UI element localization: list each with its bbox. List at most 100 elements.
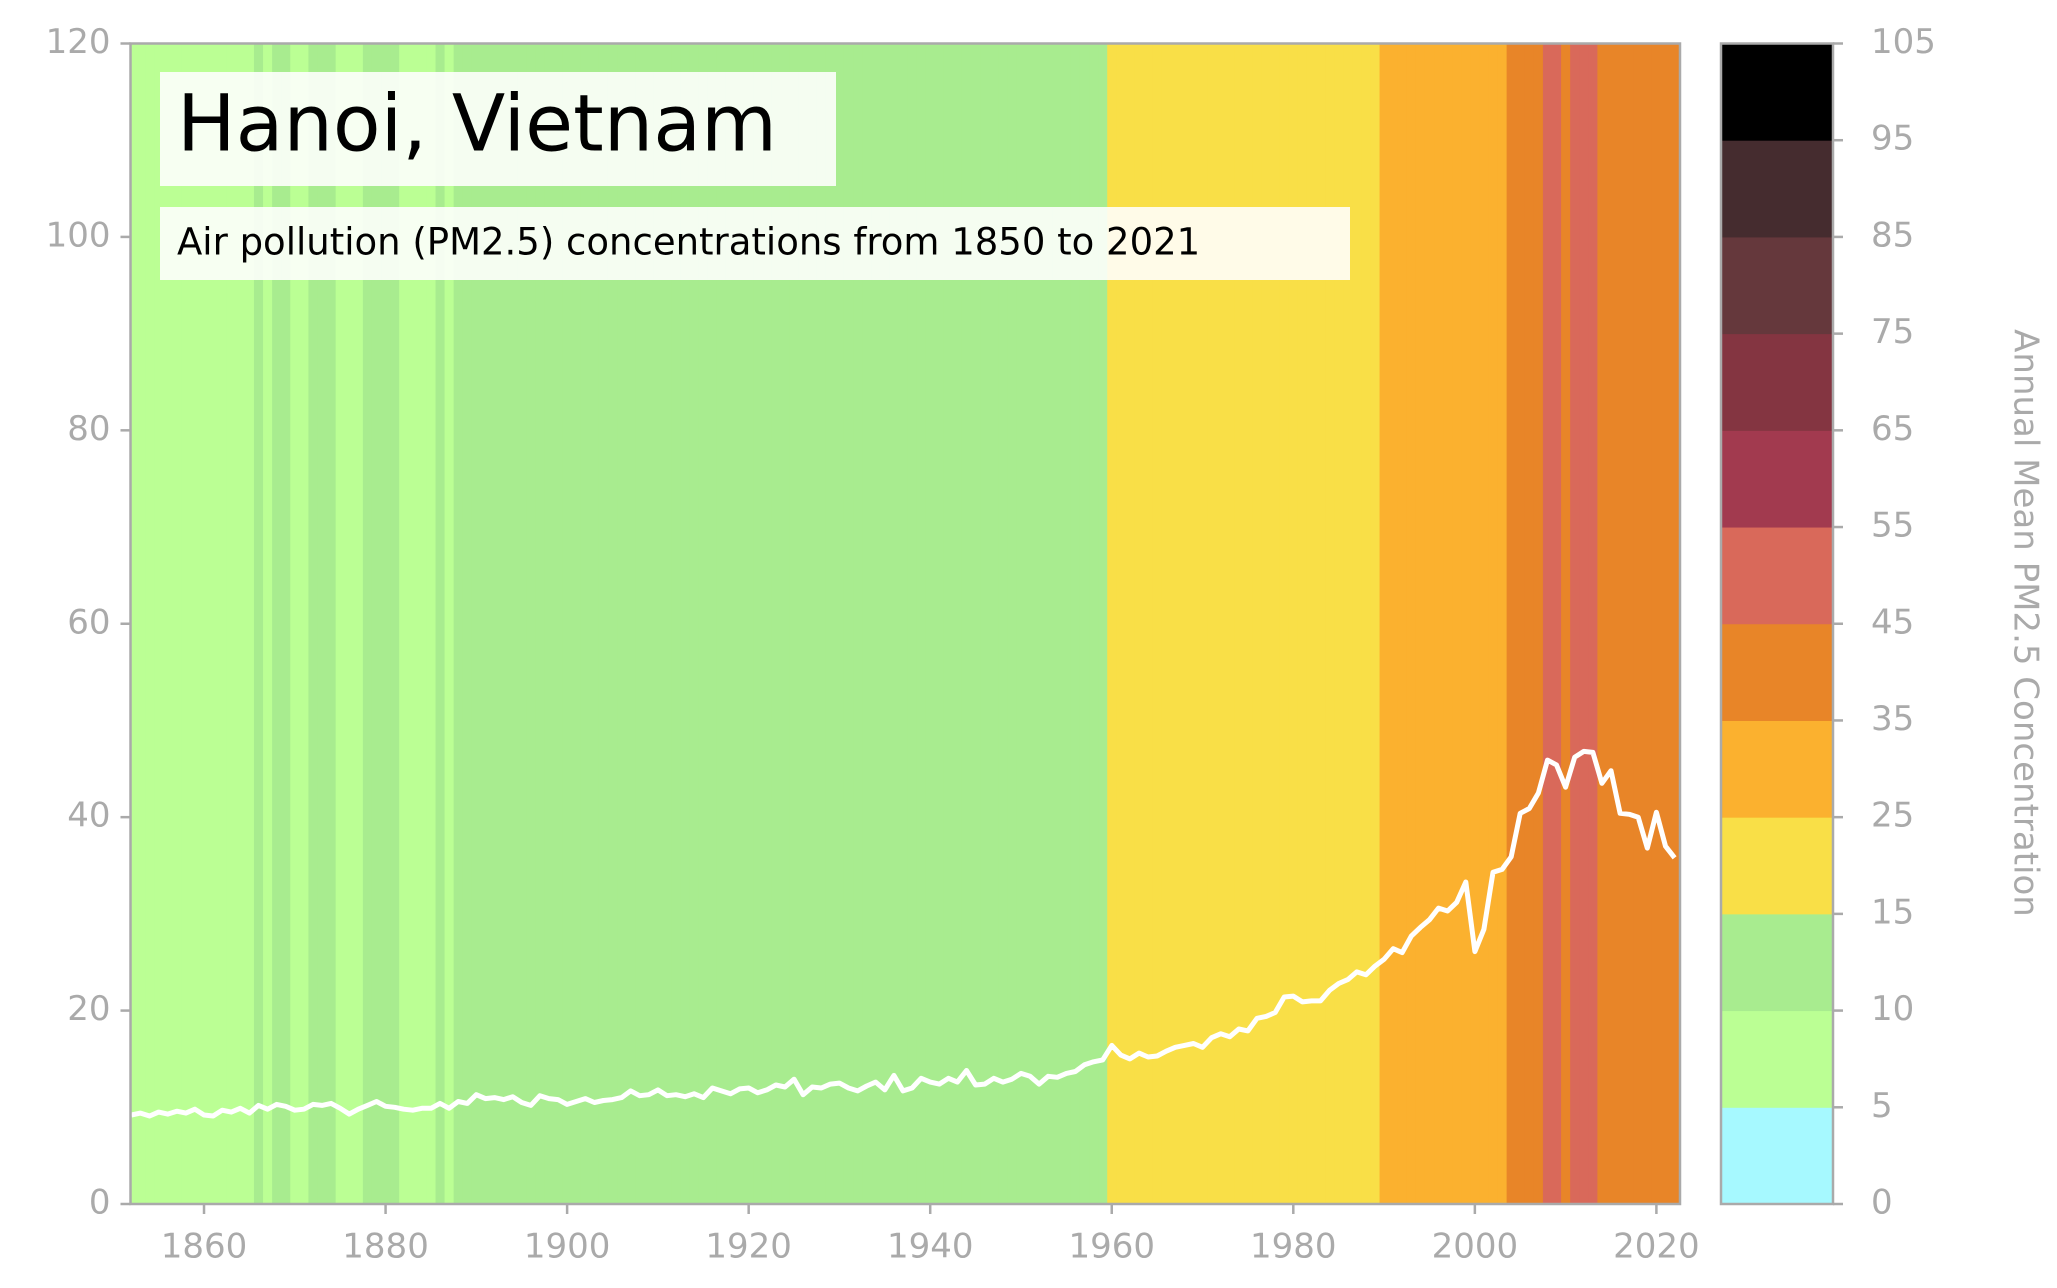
y-tick-label: 40 <box>67 796 110 836</box>
stripe <box>971 43 981 1204</box>
stripe <box>989 43 999 1204</box>
colorbar-tick-label: 95 <box>1871 119 1914 159</box>
stripe <box>589 43 600 1204</box>
stripe <box>1143 43 1154 1204</box>
stripe <box>408 43 418 1204</box>
y-tick-label: 100 <box>46 215 111 255</box>
stripe <box>1542 43 1553 1204</box>
colorbar-bin <box>1721 1010 1833 1108</box>
stripe <box>1388 43 1399 1204</box>
colorbar-bin <box>1721 720 1833 818</box>
stripe <box>735 43 745 1204</box>
colorbar-tick-label: 55 <box>1871 506 1914 546</box>
colorbar-tick-label: 75 <box>1871 312 1914 352</box>
stripe <box>1152 43 1163 1204</box>
stripe <box>1406 43 1417 1204</box>
stripe <box>744 43 754 1204</box>
colorbar-tick-label: 105 <box>1871 22 1936 62</box>
stripe <box>1170 43 1181 1204</box>
stripe <box>1243 43 1254 1204</box>
stripe <box>916 43 927 1204</box>
stripe <box>607 43 618 1204</box>
stripe <box>1415 43 1426 1204</box>
stripe <box>707 43 718 1204</box>
stripe <box>1443 43 1453 1204</box>
colorbar-tick-label: 65 <box>1871 409 1914 449</box>
stripe <box>807 43 818 1204</box>
stripe <box>553 43 564 1204</box>
colorbar-bin <box>1721 623 1833 721</box>
stripe <box>644 43 654 1204</box>
stripe <box>344 43 355 1204</box>
stripe <box>898 43 909 1204</box>
stripe <box>680 43 691 1204</box>
x-tick-label: 1880 <box>342 1227 429 1267</box>
stripe <box>154 43 164 1204</box>
stripe <box>444 43 455 1204</box>
stripe <box>1052 43 1063 1204</box>
stripe <box>598 43 609 1204</box>
stripe <box>1197 43 1208 1204</box>
stripe <box>998 43 1008 1204</box>
stripe <box>226 43 237 1204</box>
colorbar-tick-label: 10 <box>1871 989 1914 1029</box>
stripe <box>290 43 300 1204</box>
chart-subtitle: Air pollution (PM2.5) concentrations fro… <box>177 221 1200 264</box>
stripe <box>771 43 782 1204</box>
stripe <box>462 43 473 1204</box>
stripe <box>1361 43 1372 1204</box>
stripe <box>390 43 400 1204</box>
colorbar-tick-label: 25 <box>1871 796 1914 836</box>
stripe <box>980 43 990 1204</box>
stripe <box>353 43 364 1204</box>
stripe <box>716 43 727 1204</box>
stripe <box>1615 43 1626 1204</box>
stripe <box>517 43 527 1204</box>
stripe <box>843 43 854 1204</box>
stripe <box>489 43 500 1204</box>
stripe <box>1188 43 1199 1204</box>
colorbar-tick-label: 0 <box>1871 1183 1893 1223</box>
stripe <box>952 43 963 1204</box>
stripe <box>1461 43 1471 1204</box>
stripe <box>480 43 491 1204</box>
stripe <box>1025 43 1036 1204</box>
stripe <box>1352 43 1362 1204</box>
stripe <box>217 43 228 1204</box>
stripe <box>671 43 682 1204</box>
line <box>130 748 1677 1119</box>
stripe <box>1016 43 1027 1204</box>
colorbar-bin <box>1721 1107 1833 1205</box>
stripe <box>1234 43 1244 1204</box>
stripe <box>1533 43 1544 1204</box>
stripe <box>934 43 945 1204</box>
colorbar-bin <box>1721 333 1833 431</box>
y-tick-label: 0 <box>89 1183 111 1223</box>
colorbar-bin <box>1721 236 1833 335</box>
stripe <box>1579 43 1589 1204</box>
stripe <box>1670 43 1680 1204</box>
stripe <box>1134 43 1145 1204</box>
colorbar-bin <box>1721 527 1833 625</box>
stripe <box>1007 43 1018 1204</box>
stripe <box>1079 43 1090 1204</box>
stripe <box>1288 43 1299 1204</box>
stripe <box>299 43 310 1204</box>
stripe <box>1297 43 1308 1204</box>
stripe <box>762 43 772 1204</box>
stripe <box>335 43 346 1204</box>
stripe <box>753 43 763 1204</box>
y-tick-label: 120 <box>46 22 111 62</box>
stripe <box>163 43 173 1204</box>
stripe <box>362 43 373 1204</box>
x-tick-label: 1900 <box>524 1227 611 1267</box>
stripe <box>925 43 936 1204</box>
stripe <box>1397 43 1408 1204</box>
stripe <box>1089 43 1099 1204</box>
stripe <box>571 43 582 1204</box>
stripe <box>1061 43 1072 1204</box>
x-tick-label: 1940 <box>887 1227 974 1267</box>
stripe <box>1561 43 1571 1204</box>
stripe <box>1034 43 1045 1204</box>
stripe <box>1588 43 1598 1204</box>
